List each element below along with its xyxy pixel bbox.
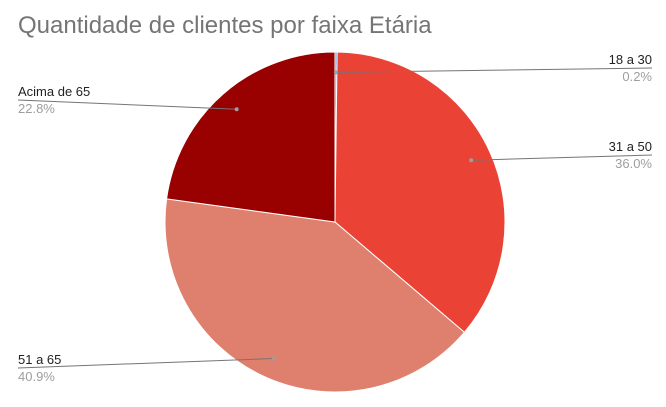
leader-line [471,154,653,161]
leader-line [17,358,274,369]
slice-percent: 36.0% [615,156,652,171]
pie-slice [166,51,336,223]
slice-percent: 22.8% [18,101,55,116]
slice-label: 31 a 50 [609,139,652,154]
slice-label: Acima de 65 [18,84,90,99]
leader-dot [333,70,338,75]
slice-label: 18 a 30 [609,52,652,67]
leader-line [17,99,237,110]
pie-slice [164,198,466,393]
leader-line [335,67,653,73]
pie-slice [334,51,506,333]
slice-label: 51 a 65 [18,352,61,367]
leader-dot [234,107,239,112]
leader-dot [271,356,276,361]
slice-percent: 0.2% [622,69,652,84]
chart-title: Quantidade de clientes por faixa Etária [18,12,432,39]
leader-dot [469,158,474,163]
slice-percent: 40.9% [18,369,55,384]
